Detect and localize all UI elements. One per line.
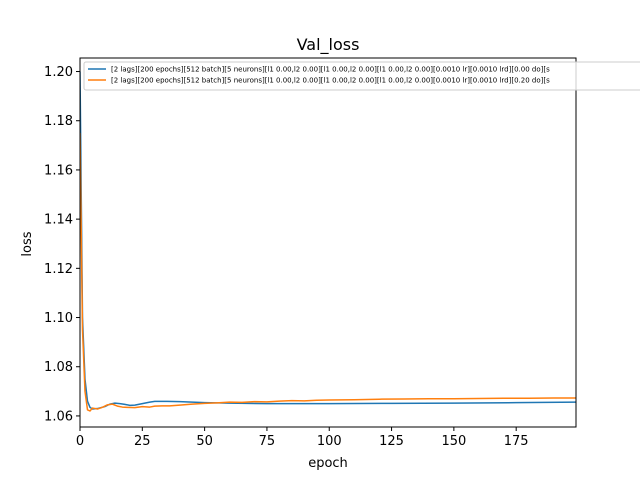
y-tick-label: 1.16 [44,163,73,178]
series-line-1 [80,71,576,410]
y-tick-label: 1.10 [44,311,73,326]
plot-area [79,57,577,428]
y-axis: 1.06 1.08 1.10 1.12 1.14 1.16 1.18 1.20 [44,65,80,424]
chart-title: Val_loss [297,35,360,55]
y-tick-label: 1.14 [44,213,73,228]
series-line-2 [80,133,576,412]
y-tick-label: 1.12 [44,262,73,277]
y-tick-label: 1.08 [44,360,73,375]
x-axis-label: epoch [308,456,348,471]
x-tick-label: 150 [441,434,466,449]
legend-box [83,61,640,91]
x-axis: 0 25 50 75 100 125 150 175 [76,427,529,449]
legend-label-2: [2 lags][200 epochs][512 batch][5 neuron… [111,77,550,85]
x-tick-label: 125 [379,434,404,449]
y-tick-label: 1.20 [44,65,73,80]
x-tick-label: 175 [504,434,529,449]
x-tick-label: 0 [76,434,84,449]
y-axis-label: loss [20,231,35,256]
legend-label-1: [2 lags][200 epochs][512 batch][5 neuron… [111,66,550,74]
x-tick-label: 75 [259,434,276,449]
x-tick-label: 100 [317,434,342,449]
plot-frame [79,57,577,428]
y-tick-label: 1.18 [44,114,73,129]
x-tick-label: 50 [196,434,213,449]
y-tick-label: 1.06 [44,409,73,424]
legend: [2 lags][200 epochs][512 batch][5 neuron… [83,61,640,91]
x-tick-label: 25 [134,434,151,449]
